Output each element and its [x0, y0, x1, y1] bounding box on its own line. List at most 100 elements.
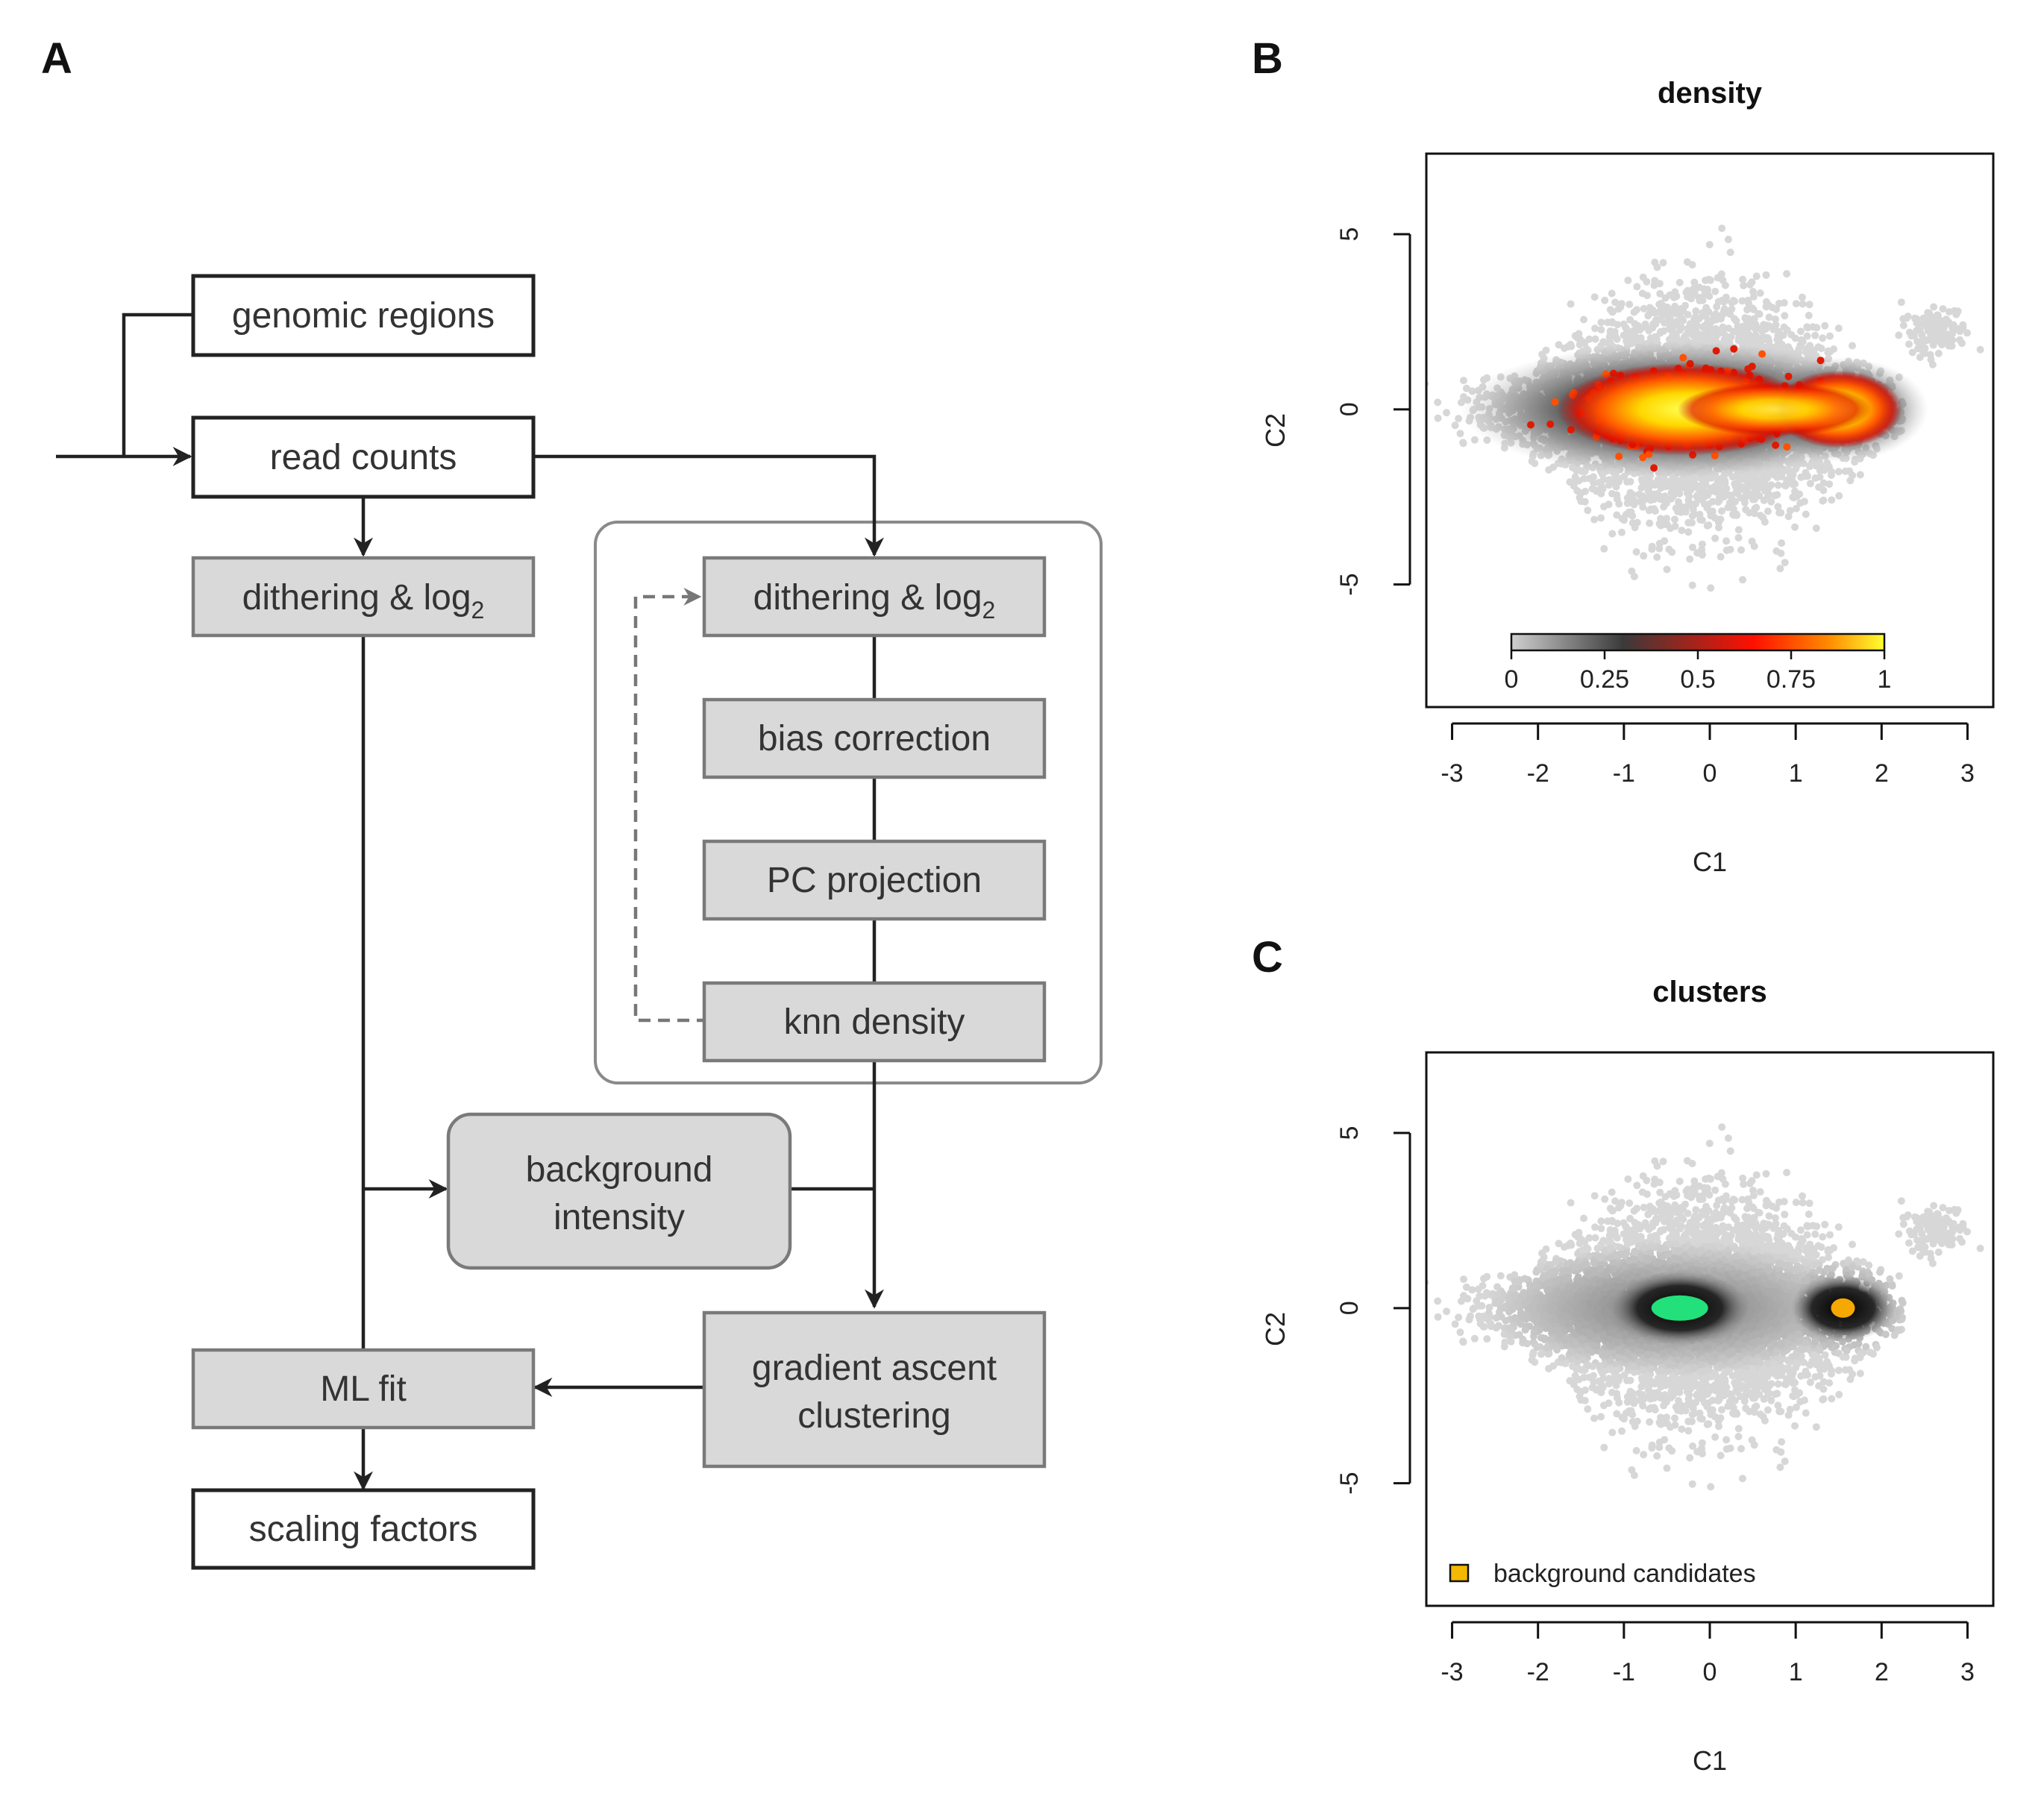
data-point — [1588, 485, 1596, 493]
data-point — [1792, 504, 1800, 512]
data-point — [1605, 476, 1613, 484]
data-point — [1749, 292, 1758, 301]
data-point — [1644, 312, 1652, 320]
data-point — [1684, 518, 1693, 527]
data-point — [1771, 315, 1779, 323]
data-point — [1591, 324, 1599, 333]
data-point — [1692, 307, 1700, 315]
data-point — [1730, 315, 1738, 323]
data-point — [1713, 315, 1721, 324]
data-point — [1646, 519, 1654, 527]
data-point — [1647, 478, 1655, 486]
data-point — [1613, 335, 1621, 343]
data-point — [1708, 507, 1717, 515]
data-point — [1628, 567, 1636, 575]
data-point — [1633, 283, 1641, 291]
plot-title: density — [1658, 77, 1763, 110]
data-point — [1752, 503, 1761, 512]
data-point — [1750, 315, 1758, 323]
data-point — [1819, 479, 1828, 487]
data-point — [1739, 576, 1746, 584]
data-point — [1797, 327, 1805, 336]
data-point — [1729, 297, 1737, 304]
data-point — [1803, 332, 1811, 340]
read-counts-label: read counts — [270, 438, 457, 477]
data-point — [1666, 324, 1674, 332]
data-point — [1705, 241, 1714, 248]
box-ml-fit: ML fit — [191, 1348, 536, 1430]
data-point — [1802, 510, 1810, 518]
data-point — [1606, 334, 1614, 342]
data-point — [1797, 473, 1805, 481]
data-point — [1767, 497, 1775, 506]
data-point — [1849, 342, 1856, 350]
data-point — [1630, 500, 1638, 509]
data-point — [1677, 503, 1685, 511]
data-point — [1620, 320, 1628, 328]
data-point — [1696, 295, 1705, 303]
data-point — [1697, 489, 1705, 497]
data-point — [1672, 333, 1680, 342]
data-point — [1623, 499, 1631, 507]
data-point — [1626, 492, 1634, 500]
data-point — [1597, 318, 1605, 327]
data-point — [1626, 477, 1634, 486]
data-point — [1631, 524, 1639, 532]
data-point — [1746, 280, 1754, 289]
data-point — [1618, 515, 1626, 523]
data-point — [1580, 315, 1587, 324]
genomic-regions-label: genomic regions — [232, 296, 495, 336]
data-point — [1752, 332, 1760, 339]
data-point — [1834, 468, 1843, 476]
data-point — [1545, 466, 1553, 474]
feedback-dashed-arrow — [633, 588, 709, 1023]
data-point — [1673, 483, 1681, 491]
genomic-to-counts-line — [122, 313, 194, 456]
data-point — [1774, 503, 1782, 511]
data-point — [1662, 483, 1670, 491]
data-point — [1459, 439, 1467, 448]
data-point — [1684, 528, 1693, 536]
data-point — [1799, 293, 1806, 301]
box-bias-correction: bias correction — [702, 697, 1047, 779]
box-genomic-regions: genomic regions — [191, 274, 536, 357]
background-label-line2: intensity — [554, 1198, 685, 1237]
data-point — [1826, 332, 1834, 340]
data-point — [1700, 285, 1708, 293]
data-point — [1668, 548, 1676, 556]
data-point — [1737, 546, 1745, 554]
data-point — [1690, 278, 1699, 286]
data-point — [1748, 537, 1756, 545]
data-point — [1683, 258, 1691, 266]
data-point — [1834, 324, 1843, 333]
data-point — [1618, 528, 1626, 536]
dithering-left-subscript: 2 — [471, 597, 485, 624]
data-point — [1608, 489, 1616, 497]
data-point — [1611, 298, 1620, 307]
data-point — [1654, 476, 1662, 483]
data-point — [1591, 335, 1599, 343]
data-point — [1675, 278, 1684, 286]
data-point — [1811, 331, 1819, 339]
data-point — [1726, 545, 1734, 553]
data-point — [1651, 258, 1659, 266]
dithering-left-label: dithering & log — [242, 578, 471, 618]
knn-density-label: knn density — [784, 1002, 965, 1042]
data-point — [1774, 481, 1782, 489]
data-point — [1608, 289, 1616, 298]
data-point — [1791, 334, 1799, 342]
data-point — [1741, 337, 1749, 345]
data-point — [1678, 324, 1685, 332]
data-point — [1783, 270, 1791, 278]
gradient-label-line2: clustering — [797, 1396, 950, 1436]
data-point — [1624, 333, 1632, 340]
data-point — [1542, 346, 1550, 354]
data-point — [1671, 321, 1679, 329]
data-point — [1744, 296, 1752, 304]
data-point — [1856, 471, 1864, 479]
data-point — [1615, 500, 1623, 508]
data-point — [1617, 303, 1625, 311]
data-point — [1765, 313, 1773, 321]
data-point — [1791, 523, 1799, 531]
data-point — [1627, 508, 1635, 516]
